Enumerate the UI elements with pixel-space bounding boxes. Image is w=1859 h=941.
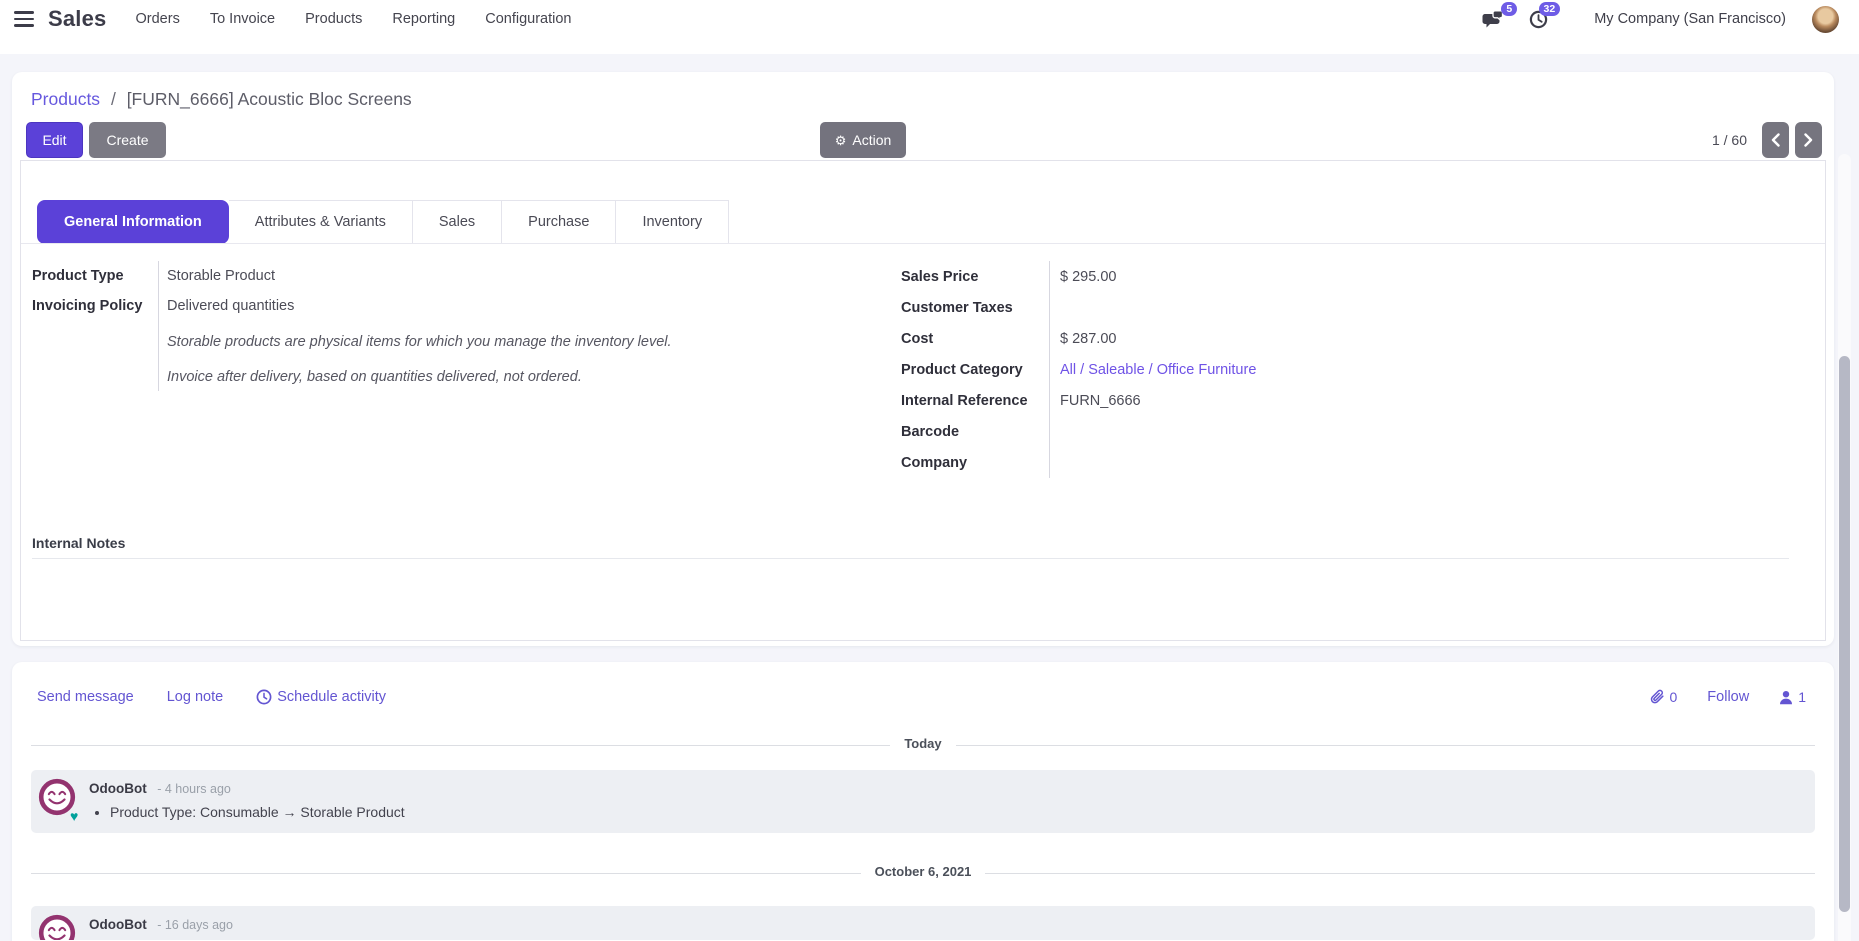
cost-value: $ 287.00 — [1049, 323, 1501, 354]
scrollbar-thumb[interactable] — [1839, 356, 1850, 912]
date-divider-october: October 6, 2021 — [12, 863, 1834, 883]
field-group-right: Sales Price $ 295.00 Customer Taxes Cost… — [901, 261, 1501, 478]
person-icon — [1780, 690, 1793, 704]
menu-item-to-invoice[interactable]: To Invoice — [209, 11, 276, 27]
message-author[interactable]: OdooBot — [89, 781, 147, 796]
paperclip-icon — [1650, 689, 1664, 704]
chevron-left-icon — [1771, 133, 1780, 147]
menu-item-products[interactable]: Products — [305, 11, 363, 27]
sales-price-value: $ 295.00 — [1049, 261, 1501, 292]
main-menu: Orders To Invoice Products Reporting Con… — [121, 11, 587, 27]
product-category-link[interactable]: All / Saleable / Office Furniture — [1060, 361, 1257, 378]
user-avatar[interactable] — [1812, 5, 1839, 33]
pager-previous-button[interactable] — [1762, 122, 1789, 158]
internal-reference-label: Internal Reference — [901, 392, 1028, 409]
product-category-label: Product Category — [901, 361, 1023, 378]
message-author[interactable]: OdooBot — [89, 917, 147, 932]
storable-product-hint: Storable products are physical items for… — [158, 321, 732, 356]
internal-notes-label: Internal Notes — [32, 535, 1789, 559]
attachment-count: 0 — [1669, 689, 1678, 705]
tab-purchase[interactable]: Purchase — [502, 200, 617, 244]
product-type-label: Product Type — [32, 268, 124, 284]
tab-attributes-variants[interactable]: Attributes & Variants — [228, 200, 413, 244]
message-timestamp: - 4 hours ago — [157, 782, 231, 796]
page-content: Products / [FURN_6666] Acoustic Bloc Scr… — [0, 54, 1859, 941]
chatter: Send message Log note Schedule activity — [12, 662, 1834, 941]
odoobot-avatar[interactable]: ♥ — [38, 778, 78, 823]
tab-inventory[interactable]: Inventory — [616, 200, 730, 244]
follower-count: 1 — [1798, 689, 1806, 705]
date-divider-today: Today — [12, 735, 1834, 755]
top-navbar: Sales Orders To Invoice Products Reporti… — [0, 0, 1859, 54]
clock-circle-icon — [256, 689, 272, 705]
chatter-toolbar: Send message Log note Schedule activity — [12, 662, 1834, 705]
product-form-card: Products / [FURN_6666] Acoustic Bloc Scr… — [12, 72, 1834, 646]
company-label: Company — [901, 454, 968, 471]
breadcrumb-products-link[interactable]: Products — [31, 89, 101, 109]
messages-button[interactable]: 5 — [1482, 1, 1518, 29]
pager-value: 1 / 60 — [1711, 132, 1747, 148]
menu-item-configuration[interactable]: Configuration — [485, 11, 572, 27]
product-type-value: Storable Product — [158, 261, 732, 291]
control-panel-buttons: Edit Create ⚙ Action 1 / 60 — [26, 122, 1834, 158]
activities-button[interactable]: 32 — [1529, 1, 1561, 29]
messages-badge: 5 — [1501, 1, 1518, 16]
internal-reference-value: FURN_6666 — [1049, 385, 1501, 416]
activities-badge: 32 — [1538, 1, 1561, 16]
message-body-line: Product Type: Consumable → Storable Prod… — [110, 804, 1799, 820]
tab-general-information[interactable]: General Information — [37, 200, 229, 244]
barcode-label: Barcode — [901, 423, 960, 440]
menu-item-orders[interactable]: Orders — [135, 11, 180, 27]
edit-button[interactable]: Edit — [26, 122, 83, 158]
company-value — [1049, 447, 1501, 478]
invoicing-policy-value: Delivered quantities — [158, 291, 732, 321]
log-note-button[interactable]: Log note — [166, 689, 224, 705]
followers-button[interactable]: 1 — [1779, 689, 1806, 705]
follow-button[interactable]: Follow — [1707, 689, 1750, 705]
company-switcher[interactable]: My Company (San Francisco) — [1594, 11, 1786, 27]
navbar-systray: 5 32 My Company (San Francisco) — [1482, 1, 1847, 33]
message-timestamp: - 16 days ago — [157, 918, 233, 932]
attachments-button[interactable]: 0 — [1650, 689, 1678, 705]
barcode-value — [1049, 416, 1501, 447]
record-pager: 1 / 60 — [1712, 122, 1822, 158]
tabs-underline — [21, 243, 1825, 244]
invoicing-policy-label: Invoicing Policy — [32, 298, 143, 314]
invoicing-policy-hint: Invoice after delivery, based on quantit… — [158, 356, 732, 391]
sales-price-label: Sales Price — [901, 268, 979, 285]
form-sheet: General Information Attributes & Variant… — [20, 160, 1826, 641]
breadcrumb-separator: / — [110, 89, 116, 109]
gear-icon: ⚙ — [834, 132, 847, 148]
action-button[interactable]: ⚙ Action — [820, 122, 906, 158]
customer-taxes-value — [1049, 292, 1501, 323]
message-odoobot-october: OdooBot - 16 days ago Product Template c… — [31, 906, 1815, 940]
chevron-right-icon — [1804, 133, 1813, 147]
menu-item-reporting[interactable]: Reporting — [392, 11, 456, 27]
heart-icon: ♥ — [70, 808, 79, 824]
app-brand[interactable]: Sales — [48, 6, 107, 31]
message-odoobot-today: ♥ OdooBot - 4 hours ago Product Type: Co… — [31, 770, 1815, 833]
vertical-scrollbar — [1838, 154, 1851, 941]
send-message-button[interactable]: Send message — [37, 689, 134, 705]
tab-sales[interactable]: Sales — [412, 200, 503, 244]
hamburger-menu-icon[interactable] — [14, 11, 34, 27]
cost-label: Cost — [901, 330, 934, 347]
schedule-activity-button[interactable]: Schedule activity — [256, 689, 386, 705]
customer-taxes-label: Customer Taxes — [901, 299, 1013, 316]
odoobot-avatar[interactable] — [38, 914, 76, 940]
create-button[interactable]: Create — [89, 122, 166, 158]
breadcrumb-current: [FURN_6666] Acoustic Bloc Screens — [126, 89, 412, 109]
notebook-tabs: General Information Attributes & Variant… — [37, 200, 730, 244]
breadcrumb: Products / [FURN_6666] Acoustic Bloc Scr… — [12, 72, 1834, 110]
pager-next-button[interactable] — [1795, 122, 1822, 158]
field-group-left: Product Type Storable Product Invoicing … — [32, 261, 732, 391]
